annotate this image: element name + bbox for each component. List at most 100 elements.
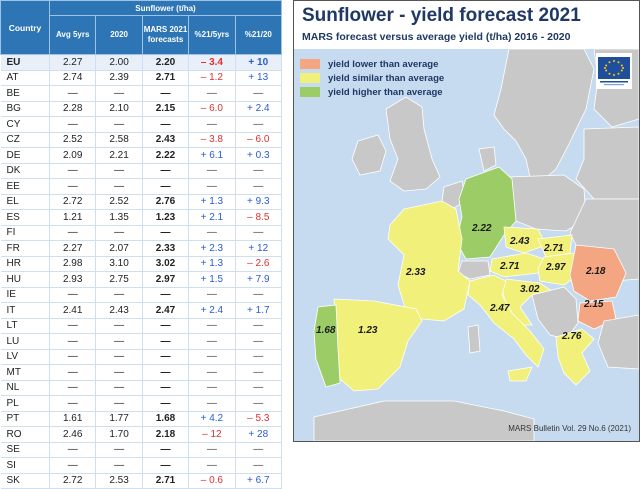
table-row-lv: LV — — — — — xyxy=(0,349,283,365)
pct21-5yrs-cell: — xyxy=(188,380,236,396)
avg5yrs-cell: 2.72 xyxy=(49,473,97,489)
table-row-lt: LT — — — — — xyxy=(0,318,283,334)
value-hr: 3.02 xyxy=(520,284,540,295)
yield2020-cell: — xyxy=(95,287,143,303)
value-es: 1.23 xyxy=(358,325,378,336)
region-it xyxy=(467,274,545,368)
country-cell: PT xyxy=(0,411,50,427)
table-row-si: SI — — — — — xyxy=(0,457,283,474)
sunflower-group-header: Sunflower (t/ha) xyxy=(49,0,282,16)
yield2020-cell: 2.75 xyxy=(95,271,143,288)
yield2020-cell: 2.10 xyxy=(95,101,143,117)
pct21-20-cell: + 13 xyxy=(235,70,283,86)
mars2021-cell: 1.23 xyxy=(142,209,190,226)
region-uk xyxy=(385,96,441,192)
country-cell: HR xyxy=(0,256,50,272)
yield2020-cell: 2.53 xyxy=(95,473,143,489)
country-cell: LV xyxy=(0,349,50,365)
mars2021-cell: — xyxy=(142,333,190,350)
mars2021-cell: 2.22 xyxy=(142,147,190,164)
pct21-20-cell: — xyxy=(235,380,283,396)
region-baltics xyxy=(575,126,639,200)
table-row-it: IT 2.41 2.43 2.47 + 2.4 + 1.7 xyxy=(0,302,283,319)
yield2020-cell: — xyxy=(95,349,143,365)
yield2020-cell: — xyxy=(95,457,143,474)
pct21-20-cell: — xyxy=(235,225,283,241)
region-balkans xyxy=(531,286,579,340)
country-cell: NL xyxy=(0,380,50,396)
mars2021-cell: — xyxy=(142,116,190,133)
table-row-fi: FI — — — — — xyxy=(0,225,283,241)
map-frame: 2.22 2.43 2.71 2.71 2.97 2.18 2.15 2.33 … xyxy=(293,0,640,442)
value-bg: 2.15 xyxy=(583,299,604,310)
map-title: Sunflower - yield forecast 2021 xyxy=(302,5,581,26)
yield2020-cell: — xyxy=(95,116,143,133)
mars2021-cell: 2.76 xyxy=(142,194,190,210)
value-de: 2.22 xyxy=(471,223,492,234)
region-turkey xyxy=(597,314,639,370)
table-row-hu: HU 2.93 2.75 2.97 + 1.5 + 7.9 xyxy=(0,271,283,288)
yield2020-cell: — xyxy=(95,364,143,381)
country-cell: SI xyxy=(0,457,50,474)
yield2020-cell: 2.52 xyxy=(95,194,143,210)
pct21-20-cell: – 6.0 xyxy=(235,132,283,148)
legend-swatch-higher xyxy=(300,87,320,97)
mars2021-cell: 2.15 xyxy=(142,101,190,117)
country-cell: RO xyxy=(0,426,50,443)
pct21-5yrs-cell: – 3.4 xyxy=(188,54,236,71)
yield-table: Country Sunflower (t/ha) Avg 5yrs 2020 M… xyxy=(0,0,283,489)
yield2020-cell: — xyxy=(95,380,143,396)
pct21-5yrs-cell: — xyxy=(188,364,236,381)
pct21-5yrs-cell: — xyxy=(188,116,236,133)
mars2021-cell: — xyxy=(142,225,190,241)
avg5yrs-cell: 2.09 xyxy=(49,147,97,164)
table-row-cz: CZ 2.52 2.58 2.43– 3.8– 6.0 xyxy=(0,132,283,148)
table-row-ee: EE — — — — — xyxy=(0,178,283,195)
table-body: EU 2.27 2.00 2.20– 3.4 + 10 AT 2.74 2.39 2.71– 1… xyxy=(0,54,283,489)
eu-flag-logo xyxy=(596,53,632,89)
table-row-eu: EU 2.27 2.00 2.20– 3.4 + 10 xyxy=(0,54,283,71)
region-denmark xyxy=(478,146,497,172)
region-de xyxy=(455,166,517,260)
avg5yrs-cell: 2.74 xyxy=(49,70,97,86)
pct21-20-cell: + 1.7 xyxy=(235,302,283,319)
map-panel: 2.22 2.43 2.71 2.71 2.97 2.18 2.15 2.33 … xyxy=(293,0,640,452)
country-cell: BG xyxy=(0,101,50,117)
pct21-5yrs-cell: — xyxy=(188,349,236,365)
table-row-bg: BG 2.28 2.10 2.15– 6.0 + 2.4 xyxy=(0,101,283,117)
yield2020-cell: 2.07 xyxy=(95,240,143,257)
avg5yrs-cell: — xyxy=(49,333,97,350)
country-cell: EL xyxy=(0,194,50,210)
pct21-5yrs-cell: – 6.0 xyxy=(188,101,236,117)
value-hu: 2.97 xyxy=(545,262,566,273)
pct21-5yrs-cell: — xyxy=(188,85,236,102)
mars2021-cell: — xyxy=(142,349,190,365)
country-cell: DE xyxy=(0,147,50,164)
country-cell: AT xyxy=(0,70,50,86)
avg5yrs-cell: — xyxy=(49,380,97,396)
table-row-fr: FR 2.27 2.07 2.33 + 2.3 + 12 xyxy=(0,240,283,257)
region-el xyxy=(555,328,595,386)
region-ireland xyxy=(351,134,387,176)
pct21-5yrs-cell: + 2.4 xyxy=(188,302,236,319)
country-cell: CY xyxy=(0,116,50,133)
avg5yrs-cell: 2.27 xyxy=(49,54,97,71)
mars2021-cell: 2.33 xyxy=(142,240,190,257)
avg5yrs-cell: — xyxy=(49,116,97,133)
pct21-20-cell: + 28 xyxy=(235,426,283,443)
pct21-20-cell: — xyxy=(235,457,283,474)
avg5yrs-cell: — xyxy=(49,442,97,458)
value-pt: 1.68 xyxy=(316,325,336,336)
pct21-5yrs-cell: + 2.1 xyxy=(188,209,236,226)
legend-item-lower: yield lower than average xyxy=(300,58,438,70)
avg5yrs-cell: 2.28 xyxy=(49,101,97,117)
yield2020-cell: — xyxy=(95,333,143,350)
col-mars2021-header: MARS 2021 forecasts xyxy=(141,15,190,55)
mars2021-cell: 2.71 xyxy=(142,70,190,86)
table-row-se: SE — — — — — xyxy=(0,442,283,458)
region-sicily xyxy=(507,366,533,382)
region-sk xyxy=(537,234,573,258)
pct21-20-cell: — xyxy=(235,333,283,350)
yield2020-cell: — xyxy=(95,225,143,241)
country-cell: LT xyxy=(0,318,50,334)
